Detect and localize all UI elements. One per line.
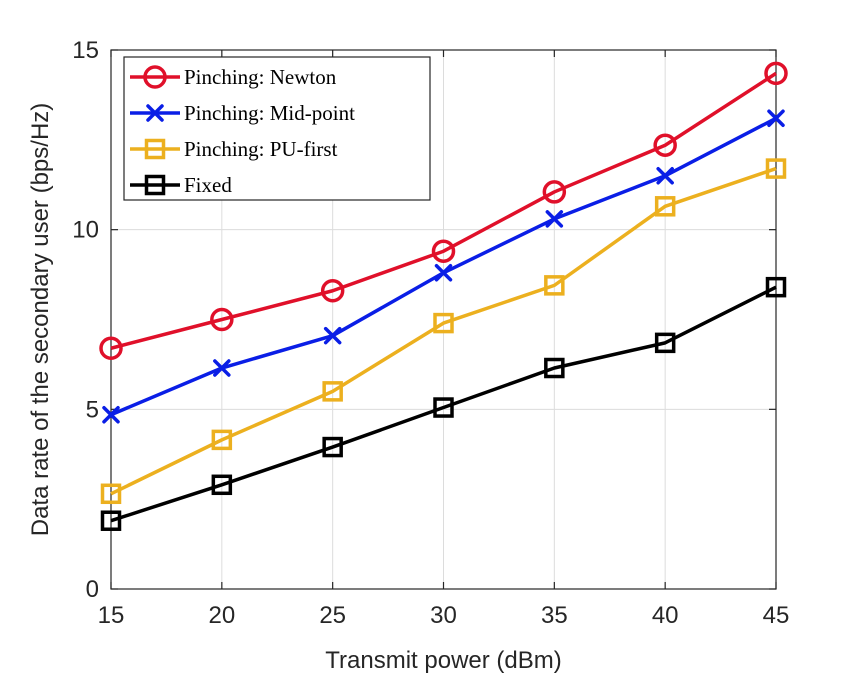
- data-point-square: [433, 397, 454, 418]
- series-3: [100, 276, 787, 531]
- x-tick-label: 30: [430, 602, 457, 629]
- series-0: [99, 61, 788, 360]
- data-point-x: [767, 109, 785, 128]
- x-tick-label: 15: [98, 602, 125, 629]
- data-point-x-stroke: [545, 210, 564, 228]
- legend-label: Pinching: PU-first: [184, 137, 338, 161]
- data-point-square: [322, 436, 343, 458]
- data-point-x: [102, 405, 120, 424]
- y-axis-title: Data rate of the secondary user (bps/Hz): [27, 103, 54, 537]
- legend-label: Pinching: Newton: [184, 65, 337, 89]
- data-point-square: [144, 138, 166, 160]
- data-point-x: [323, 326, 342, 345]
- data-point-square: [433, 312, 454, 334]
- y-tick-label: 15: [72, 37, 99, 64]
- data-point-circle: [542, 180, 567, 204]
- series-group: [99, 61, 788, 531]
- data-point-circle: [431, 239, 456, 263]
- series-line: [110, 71, 777, 350]
- x-tick-label: 45: [763, 602, 790, 629]
- x-axis-title: Transmit power (dBm): [325, 647, 561, 673]
- data-point-x-stroke: [213, 359, 231, 377]
- series-1: [102, 109, 785, 424]
- data-point-x-stroke: [102, 405, 120, 424]
- data-point-square: [765, 158, 787, 179]
- y-tick-label: 5: [86, 396, 99, 423]
- data-point-square: [544, 275, 565, 296]
- series-line: [110, 285, 777, 523]
- data-point-x: [146, 104, 164, 122]
- data-point-x: [656, 167, 674, 185]
- data-point-x-stroke: [767, 109, 785, 128]
- data-point-x: [545, 210, 564, 228]
- data-point-square: [144, 174, 166, 196]
- data-point-circle: [764, 61, 788, 86]
- legend-label: Pinching: Mid-point: [184, 101, 355, 125]
- data-point-square: [544, 357, 565, 379]
- data-point-square: [654, 196, 676, 217]
- data-point-x-stroke: [323, 326, 342, 345]
- data-point-square: [100, 483, 122, 505]
- x-tick-label: 25: [319, 602, 346, 629]
- axes-box: [110, 49, 777, 590]
- legend-entry: Pinching: Newton: [130, 65, 337, 89]
- data-point-x-stroke: [146, 104, 164, 122]
- data-point-circle: [653, 133, 677, 157]
- data-point-x-stroke: [656, 167, 674, 185]
- legend-label: Fixed: [184, 173, 232, 197]
- x-tick-label: 40: [652, 602, 679, 629]
- data-point-square: [100, 510, 122, 531]
- axes: 15 20 25 30 35 40 45 0 5 10 15: [72, 37, 789, 629]
- series-2: [100, 158, 787, 505]
- data-point-x: [213, 359, 231, 377]
- series-line: [110, 166, 777, 496]
- data-point-circle: [210, 307, 234, 332]
- data-point-square: [654, 332, 676, 354]
- data-point-square: [211, 474, 233, 496]
- data-point-x: [434, 264, 453, 282]
- x-tick-label: 35: [541, 602, 568, 629]
- data-point-square: [322, 381, 343, 402]
- legend-entry: Fixed: [130, 173, 232, 197]
- data-point-x-stroke: [434, 264, 453, 282]
- y-tick-label: 0: [86, 576, 99, 603]
- data-point-circle: [99, 336, 123, 360]
- data-point-square: [765, 276, 787, 298]
- data-point-circle: [320, 279, 345, 303]
- data-point-square: [211, 429, 233, 451]
- data-point-circle: [143, 65, 167, 89]
- legend-box: [123, 56, 431, 201]
- x-tick-label: 20: [208, 602, 235, 629]
- legend-entry: Pinching: Mid-point: [130, 101, 355, 125]
- y-tick-label: 10: [72, 217, 99, 244]
- legend: Pinching: Newton Pinching: Mid-point Pinch…: [123, 56, 431, 201]
- legend-entry: Pinching: PU-first: [130, 137, 338, 161]
